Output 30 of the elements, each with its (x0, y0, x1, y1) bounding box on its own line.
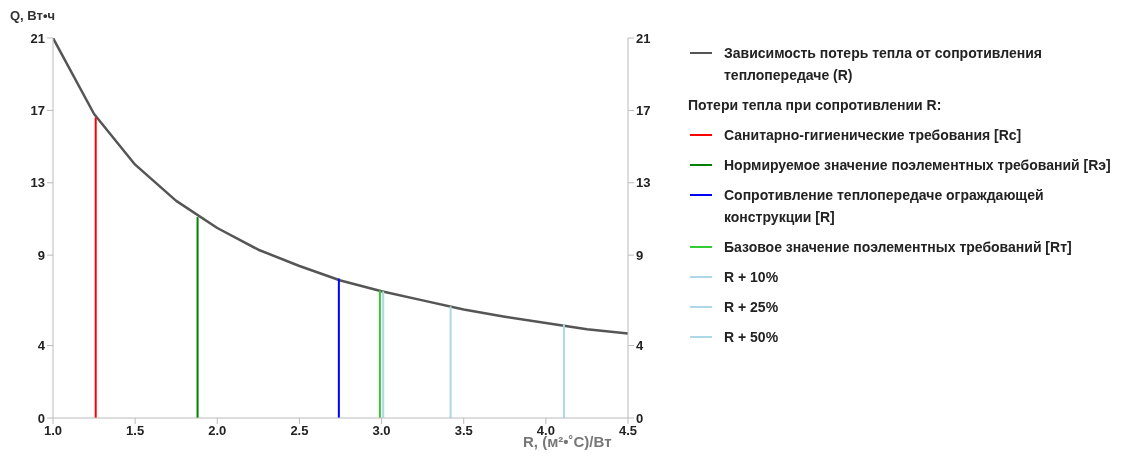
x-tick-label: 3.5 (454, 423, 473, 439)
legend-label: R + 10% (723, 268, 780, 287)
legend-label: Зависимость потерь тепла от сопротивления теплопередаче (R) (723, 44, 1043, 85)
y-tick-label: 0 (37, 410, 45, 426)
legend-label: Нормируемое значение поэлементных требований [Rэ] (723, 156, 1112, 175)
legend-label: Сопротивление теплопередаче ограждающей конструкции [R] (723, 186, 1045, 227)
y2-tick-label: 4 (636, 338, 644, 354)
legend-label: Базовое значение поэлементных требований [Rт] (723, 238, 1073, 257)
x-tick-label: 1.5 (126, 423, 145, 439)
y2-tick-label: 0 (636, 410, 644, 426)
y2-tick-label: 13 (636, 175, 651, 191)
y-axis-title: Q, Вт•ч (10, 8, 56, 23)
y-tick-label: 4 (37, 338, 46, 354)
x-tick-label: 4.5 (618, 423, 638, 439)
y2-tick-label: 9 (636, 247, 644, 263)
x-tick-label: 2.5 (290, 423, 309, 439)
y2-tick-label: 21 (636, 30, 651, 46)
x-tick-label: 3.0 (372, 423, 391, 439)
x-tick-label: 2.0 (208, 423, 227, 439)
text: Потери тепла при сопротивлении R: (688, 96, 943, 115)
legend-label: R + 50% (723, 328, 780, 347)
legend-label: R + 25% (723, 298, 780, 317)
line-series (53, 38, 628, 335)
y-tick-label: 21 (30, 30, 45, 46)
x-tick-label: 1.0 (43, 423, 63, 439)
y2-tick-label: 17 (636, 103, 651, 118)
y-tick-label: 17 (30, 103, 45, 118)
y-tick-label: 9 (37, 247, 45, 263)
legend-label: Санитарно-гигиенические требования [Rc] (723, 126, 1023, 145)
y-tick-label: 13 (30, 175, 45, 191)
